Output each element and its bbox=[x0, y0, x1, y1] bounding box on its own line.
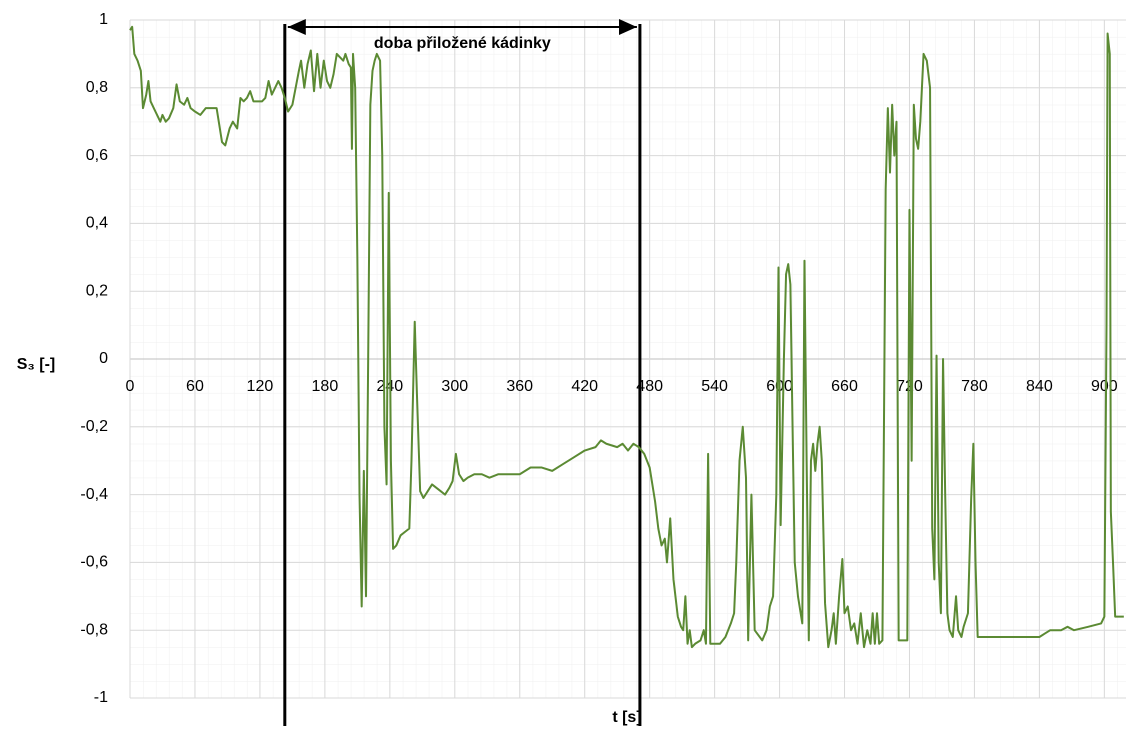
annotation-text: doba přiložené kádinky bbox=[374, 35, 551, 52]
x-axis-label: t [s] bbox=[612, 709, 641, 726]
x-tick-label: 840 bbox=[1026, 378, 1053, 395]
x-tick-label: 300 bbox=[441, 378, 468, 395]
y-tick-label: -0,6 bbox=[80, 554, 108, 571]
x-tick-label: 420 bbox=[571, 378, 598, 395]
y-tick-label: -1 bbox=[94, 689, 108, 706]
y-tick-label: -0,4 bbox=[80, 486, 108, 503]
x-tick-label: 60 bbox=[186, 378, 204, 395]
y-tick-label: -0,2 bbox=[80, 418, 108, 435]
y-tick-label: -0,8 bbox=[80, 621, 108, 638]
y-tick-label: 0,4 bbox=[86, 215, 108, 232]
x-tick-label: 780 bbox=[961, 378, 988, 395]
x-tick-label: 360 bbox=[506, 378, 533, 395]
x-tick-label: 0 bbox=[126, 378, 135, 395]
y-axis-label: S₃ [-] bbox=[17, 356, 56, 373]
y-tick-label: 0,6 bbox=[86, 147, 108, 164]
data-line bbox=[129, 25, 1124, 649]
y-tick-label: 1 bbox=[99, 11, 108, 28]
x-tick-label: 540 bbox=[701, 378, 728, 395]
y-tick-label: 0,8 bbox=[86, 79, 108, 96]
y-tick-label: 0,2 bbox=[86, 282, 108, 299]
x-tick-label: 180 bbox=[312, 378, 339, 395]
x-tick-label: 660 bbox=[831, 378, 858, 395]
x-tick-label: 480 bbox=[636, 378, 663, 395]
plot bbox=[129, 25, 1124, 649]
y-tick-label: 0 bbox=[99, 350, 108, 367]
annotation: doba přiložené kádinky bbox=[283, 19, 642, 726]
x-tick-label: 120 bbox=[247, 378, 274, 395]
x-tick-label: 900 bbox=[1091, 378, 1118, 395]
